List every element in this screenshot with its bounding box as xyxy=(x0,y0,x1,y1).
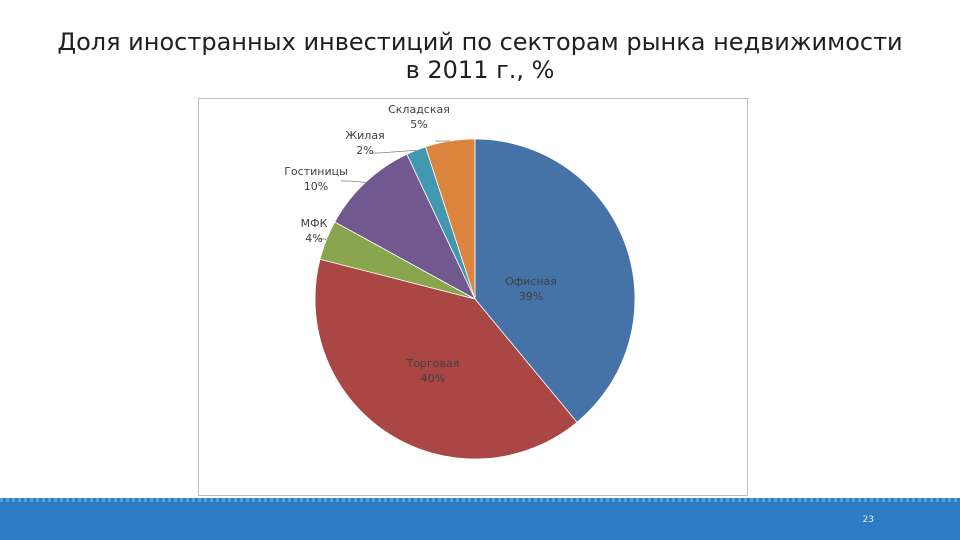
leader-line-4 xyxy=(341,180,366,183)
footer-bar: 23 xyxy=(0,498,960,540)
page-number: 23 xyxy=(862,515,874,525)
slice-value-label-4: 10% xyxy=(304,180,328,193)
slice-label-1: Офисная xyxy=(505,275,557,288)
slice-label-2: Торговая xyxy=(406,357,460,370)
slide-title-line-1: Доля иностранных инвестиций по секторам … xyxy=(57,28,903,56)
slide-title: Доля иностранных инвестиций по секторам … xyxy=(40,28,920,84)
chart-area: Офисная 39% Торговая 40% МФК 4% Гостиницы 10% Жи… xyxy=(198,98,748,496)
pie-slice-6 xyxy=(425,138,476,300)
slice-label-6: Складская xyxy=(388,103,450,116)
slice-label-5: Жилая xyxy=(345,129,384,142)
slice-value-label-5: 2% xyxy=(356,144,373,157)
slice-value-label-3: 4% xyxy=(305,232,322,245)
leader-line-5 xyxy=(371,149,417,154)
slice-label-4: Гостиницы xyxy=(284,165,348,178)
pie-slice-2 xyxy=(314,258,578,460)
pie-chart: Офисная 39% Торговая 40% МФК 4% Гостиницы 10% Жи… xyxy=(284,103,636,460)
slice-value-label-2: 40% xyxy=(421,372,445,385)
slice-value-label-6: 5% xyxy=(410,118,427,131)
leader-line-3 xyxy=(317,238,327,241)
slice-value-label-1: 39% xyxy=(519,290,543,303)
slice-label-3: МФК xyxy=(301,217,328,230)
slide-title-line-2: в 2011 г., % xyxy=(405,56,555,84)
pie-slice-1 xyxy=(474,138,636,423)
